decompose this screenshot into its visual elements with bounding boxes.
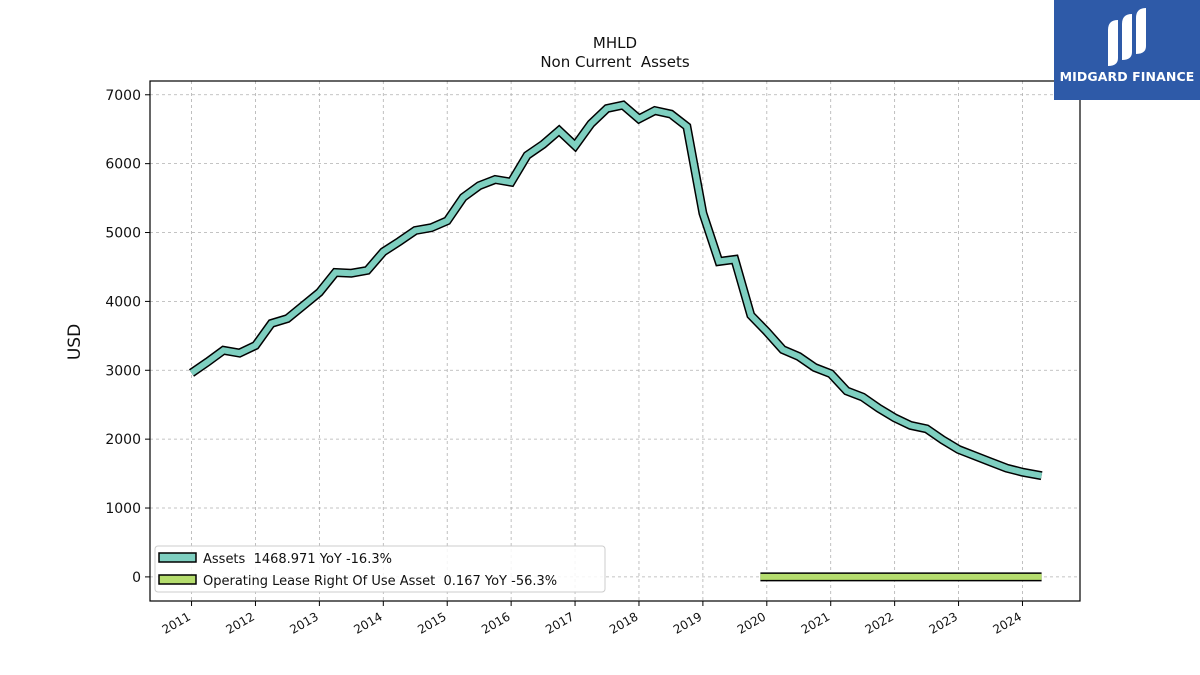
x-tick-label: 2017 bbox=[543, 609, 576, 636]
x-tick-label: 2020 bbox=[735, 609, 768, 636]
x-tick-label: 2015 bbox=[415, 609, 448, 636]
x-tick-label: 2023 bbox=[927, 609, 960, 636]
legend: Assets 1468.971 YoY -16.3% Operating Lea… bbox=[154, 545, 606, 593]
legend-swatch-operating-lease bbox=[158, 574, 197, 585]
y-tick-label: 7000 bbox=[105, 88, 141, 104]
y-tick-label: 0 bbox=[132, 570, 141, 586]
legend-box bbox=[154, 545, 606, 593]
x-tick-label: 2024 bbox=[991, 609, 1024, 636]
y-tick-label: 1000 bbox=[105, 501, 141, 517]
midgard-logo-icon bbox=[1108, 8, 1146, 66]
legend-swatch-assets bbox=[158, 552, 197, 563]
x-tick-label: 2018 bbox=[607, 609, 640, 636]
y-tick-label: 6000 bbox=[105, 157, 141, 173]
series-line-assets bbox=[189, 101, 1043, 479]
x-tick-label: 2022 bbox=[863, 609, 896, 636]
x-tick-label: 2014 bbox=[351, 609, 384, 636]
x-tick-label: 2012 bbox=[224, 609, 257, 636]
x-tick-label: 2011 bbox=[160, 609, 193, 636]
x-tick-label: 2021 bbox=[799, 609, 832, 636]
y-tick-label: 5000 bbox=[105, 226, 141, 242]
midgard-finance-logo: MIDGARD FINANCE bbox=[1054, 0, 1200, 100]
plot-frame bbox=[149, 80, 1081, 602]
x-tick-label: 2019 bbox=[671, 609, 704, 636]
y-tick-label: 3000 bbox=[105, 363, 141, 379]
chart-subtitle: Non Current Assets bbox=[540, 53, 690, 71]
y-axis-label: USD bbox=[65, 324, 85, 360]
y-tick-label: 4000 bbox=[105, 294, 141, 310]
series-layer bbox=[188, 100, 1043, 582]
y-axis: 0 1000 2000 3000 4000 5000 6000 7000 bbox=[105, 88, 150, 586]
x-tick-label: 2016 bbox=[479, 609, 512, 636]
x-axis: 2011 2012 2013 2014 2015 2016 2017 2018 2019 2020… bbox=[160, 601, 1024, 637]
grid bbox=[150, 81, 1080, 601]
x-tick-label: 2013 bbox=[287, 609, 320, 636]
logo-brand-text: MIDGARD FINANCE bbox=[1059, 69, 1195, 84]
legend-label-operating-lease: Operating Lease Right Of Use Asset 0.167… bbox=[203, 574, 557, 589]
legend-label-assets: Assets 1468.971 YoY -16.3% bbox=[203, 552, 392, 567]
chart-title: MHLD bbox=[593, 34, 637, 52]
y-tick-label: 2000 bbox=[105, 432, 141, 448]
